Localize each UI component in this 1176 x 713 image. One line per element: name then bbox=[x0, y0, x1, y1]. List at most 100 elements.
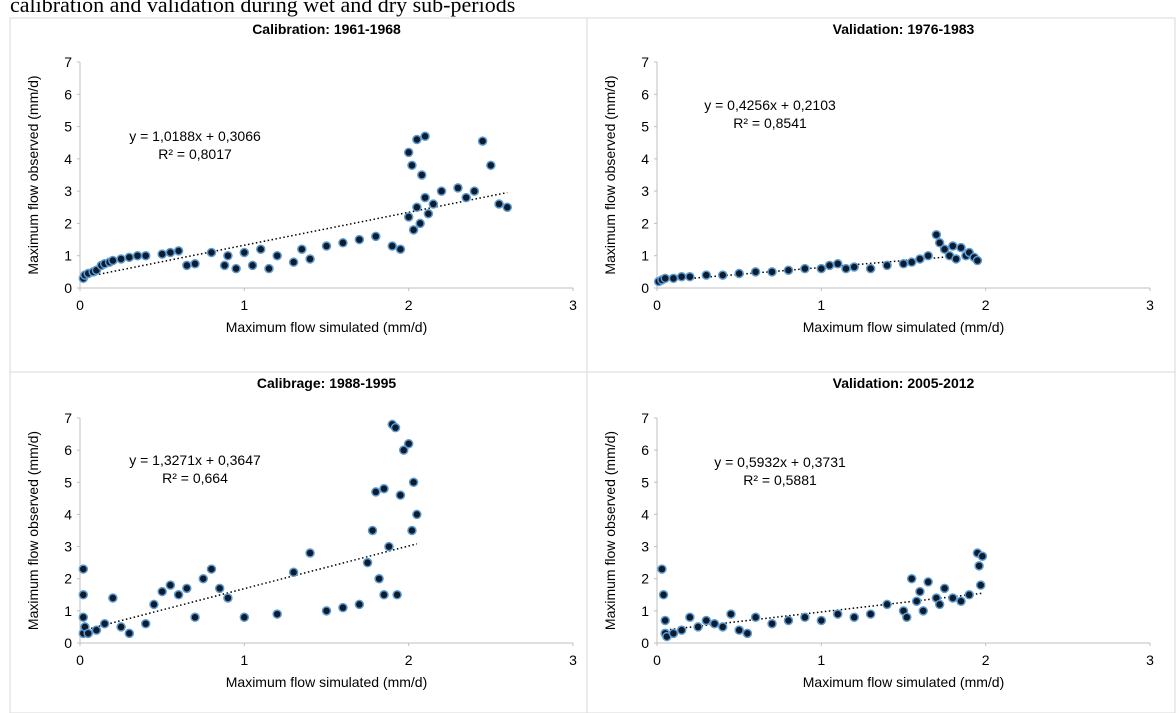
chart-title: Calibrage: 1988-1995 bbox=[257, 375, 397, 391]
y-tick-label: 1 bbox=[641, 603, 649, 619]
point bbox=[78, 564, 89, 574]
point bbox=[321, 241, 332, 251]
point bbox=[412, 202, 422, 213]
point bbox=[934, 599, 945, 610]
point bbox=[726, 609, 736, 619]
point bbox=[975, 580, 986, 590]
point bbox=[882, 260, 892, 271]
point bbox=[239, 247, 250, 258]
point bbox=[173, 246, 184, 256]
point bbox=[964, 590, 974, 600]
point bbox=[403, 212, 414, 222]
point bbox=[247, 260, 258, 271]
point bbox=[390, 422, 401, 433]
point bbox=[354, 234, 365, 245]
point bbox=[436, 186, 447, 196]
point bbox=[157, 249, 167, 259]
point bbox=[923, 250, 933, 261]
point bbox=[124, 252, 135, 263]
point bbox=[939, 583, 950, 594]
point bbox=[305, 254, 315, 264]
point bbox=[948, 593, 958, 603]
point bbox=[173, 590, 184, 600]
y-tick-label: 6 bbox=[64, 86, 72, 102]
point bbox=[305, 548, 315, 558]
point bbox=[149, 599, 159, 610]
point bbox=[198, 573, 208, 584]
point bbox=[974, 561, 984, 571]
point bbox=[384, 541, 394, 552]
y-tick-label: 6 bbox=[641, 86, 649, 102]
point bbox=[239, 612, 250, 623]
point bbox=[398, 445, 409, 455]
point bbox=[660, 615, 670, 626]
point bbox=[701, 615, 712, 626]
y-tick-label: 0 bbox=[64, 280, 72, 296]
panel-border bbox=[586, 371, 1176, 713]
y-tick-label: 1 bbox=[64, 248, 72, 264]
point bbox=[165, 580, 176, 590]
point bbox=[658, 590, 669, 600]
y-tick-label: 4 bbox=[64, 151, 72, 167]
point bbox=[816, 263, 827, 274]
point bbox=[849, 612, 859, 623]
point bbox=[767, 267, 777, 277]
point bbox=[379, 590, 389, 600]
x-tick-label: 0 bbox=[653, 297, 661, 313]
y-axis-label: Maximum flow observed (mm/d) bbox=[602, 75, 618, 274]
point bbox=[494, 199, 504, 209]
point bbox=[882, 599, 892, 610]
trendline bbox=[83, 543, 418, 632]
y-tick-label: 5 bbox=[64, 474, 72, 490]
point bbox=[116, 622, 126, 632]
point bbox=[407, 525, 417, 536]
chart-title: Validation: 1976-1983 bbox=[833, 21, 975, 37]
x-tick-label: 1 bbox=[240, 652, 248, 668]
x-tick-label: 3 bbox=[1146, 652, 1154, 668]
point bbox=[701, 270, 712, 280]
r-squared: R² = 0,664 bbox=[162, 470, 228, 486]
y-tick-label: 2 bbox=[641, 215, 649, 231]
point bbox=[767, 618, 777, 629]
y-tick-label: 4 bbox=[641, 151, 649, 167]
point bbox=[956, 242, 966, 253]
point bbox=[865, 609, 876, 619]
y-axis-label: Maximum flow observed (mm/d) bbox=[25, 75, 41, 274]
point bbox=[371, 487, 381, 497]
point bbox=[502, 202, 513, 213]
x-axis-label: Maximum flow simulated (mm/d) bbox=[226, 319, 427, 335]
point bbox=[685, 271, 695, 282]
x-tick-label: 2 bbox=[982, 297, 990, 313]
point bbox=[948, 241, 958, 251]
caption: calibration and validation during wet an… bbox=[10, 0, 515, 17]
point bbox=[750, 267, 761, 277]
point bbox=[190, 612, 200, 623]
point bbox=[219, 260, 230, 271]
point bbox=[83, 628, 93, 639]
chart-title: Validation: 2005-2012 bbox=[833, 375, 975, 391]
point bbox=[214, 583, 225, 594]
point bbox=[676, 271, 687, 282]
point bbox=[800, 263, 810, 274]
point bbox=[99, 618, 110, 629]
y-tick-label: 6 bbox=[641, 442, 649, 458]
y-tick-label: 7 bbox=[641, 54, 649, 70]
point bbox=[841, 263, 851, 274]
point bbox=[800, 612, 810, 623]
point bbox=[412, 509, 422, 520]
point bbox=[206, 564, 217, 574]
point bbox=[453, 183, 463, 193]
trendline-equation: y = 0,5932x + 0,3731 bbox=[714, 454, 846, 470]
y-tick-label: 5 bbox=[641, 119, 649, 135]
point bbox=[108, 593, 118, 603]
point bbox=[124, 628, 135, 639]
point bbox=[392, 590, 402, 600]
y-tick-label: 3 bbox=[64, 183, 72, 199]
point bbox=[816, 615, 827, 626]
point bbox=[408, 477, 419, 488]
point bbox=[833, 609, 843, 619]
point bbox=[951, 254, 961, 264]
x-tick-label: 2 bbox=[982, 652, 990, 668]
point bbox=[918, 606, 928, 616]
